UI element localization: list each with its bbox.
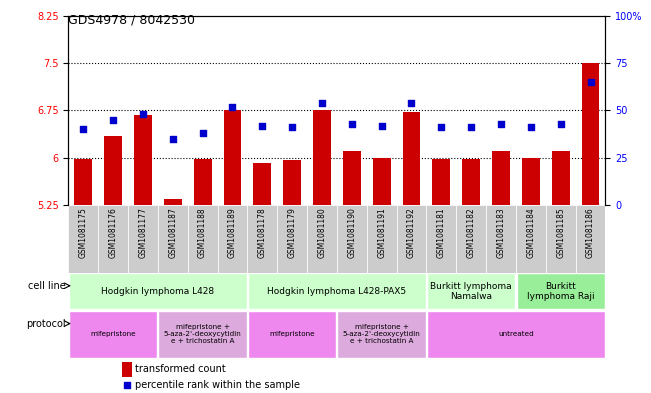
Bar [486, 205, 516, 273]
Bar [74, 159, 92, 205]
Bar [337, 311, 426, 358]
Bar [187, 205, 217, 273]
Bar [427, 311, 605, 358]
Text: GSM1081190: GSM1081190 [348, 207, 356, 258]
Bar [69, 274, 247, 309]
Bar [492, 151, 510, 205]
Bar [426, 205, 456, 273]
Text: GSM1081188: GSM1081188 [198, 207, 207, 258]
Bar [253, 163, 271, 205]
Text: mifepristone: mifepristone [90, 331, 136, 337]
Text: cell line: cell line [28, 281, 66, 291]
Text: GSM1081192: GSM1081192 [407, 207, 416, 258]
Point [257, 122, 268, 129]
Text: Hodgkin lymphoma L428: Hodgkin lymphoma L428 [102, 287, 214, 296]
Bar [128, 205, 158, 273]
Bar [164, 199, 182, 205]
Text: GSM1081184: GSM1081184 [527, 207, 535, 258]
Text: mifepristone +
5-aza-2'-deoxycytidin
e + trichostatin A: mifepristone + 5-aza-2'-deoxycytidin e +… [164, 324, 242, 344]
Point [108, 117, 118, 123]
Bar [581, 63, 600, 205]
Text: GSM1081191: GSM1081191 [377, 207, 386, 258]
Bar [313, 110, 331, 205]
Point [376, 122, 387, 129]
Text: Hodgkin lymphoma L428-PAX5: Hodgkin lymphoma L428-PAX5 [268, 287, 406, 296]
Point [138, 111, 148, 118]
Text: GSM1081175: GSM1081175 [79, 207, 88, 258]
Bar [158, 205, 187, 273]
Point [167, 136, 178, 142]
Bar [217, 205, 247, 273]
Text: GSM1081187: GSM1081187 [169, 207, 177, 258]
Point [227, 103, 238, 110]
Bar [134, 115, 152, 205]
Point [525, 124, 536, 130]
Bar [104, 136, 122, 205]
Bar [248, 311, 337, 358]
Point [197, 130, 208, 136]
Bar [516, 205, 546, 273]
Text: GSM1081189: GSM1081189 [228, 207, 237, 258]
Point [585, 79, 596, 85]
Text: Burkitt lymphoma
Namalwa: Burkitt lymphoma Namalwa [430, 282, 512, 301]
Bar [546, 205, 575, 273]
Bar [68, 205, 98, 273]
Bar [462, 159, 480, 205]
Point [287, 124, 298, 130]
Text: GSM1081182: GSM1081182 [467, 207, 476, 258]
Text: Burkitt
lymphoma Raji: Burkitt lymphoma Raji [527, 282, 594, 301]
Text: GSM1081180: GSM1081180 [318, 207, 326, 258]
Text: transformed count: transformed count [135, 364, 227, 374]
Text: mifepristone +
5-aza-2'-deoxycytidin
e + trichostatin A: mifepristone + 5-aza-2'-deoxycytidin e +… [343, 324, 421, 344]
Bar [427, 274, 516, 309]
Point [317, 100, 327, 106]
Bar [98, 205, 128, 273]
Point [78, 126, 89, 132]
Point [496, 121, 506, 127]
Bar [367, 205, 396, 273]
Bar [223, 110, 242, 205]
Point [555, 121, 566, 127]
Text: mifepristone: mifepristone [270, 331, 315, 337]
Text: GSM1081181: GSM1081181 [437, 207, 446, 258]
Text: GSM1081178: GSM1081178 [258, 207, 267, 258]
Bar [337, 205, 367, 273]
Bar [456, 205, 486, 273]
Bar [432, 159, 450, 205]
Bar [247, 205, 277, 273]
Text: GSM1081179: GSM1081179 [288, 207, 297, 258]
Text: untreated: untreated [498, 331, 534, 337]
Bar [552, 151, 570, 205]
Text: percentile rank within the sample: percentile rank within the sample [135, 380, 301, 389]
Text: protocol: protocol [26, 319, 66, 329]
Point [346, 121, 357, 127]
Bar [307, 205, 337, 273]
Bar [122, 362, 132, 377]
Bar [283, 160, 301, 205]
Bar [69, 311, 158, 358]
Text: GSM1081183: GSM1081183 [497, 207, 505, 258]
Text: GSM1081176: GSM1081176 [109, 207, 118, 258]
Bar [158, 311, 247, 358]
Bar [575, 205, 605, 273]
Point [406, 100, 417, 106]
Bar [277, 205, 307, 273]
Text: GSM1081185: GSM1081185 [556, 207, 565, 258]
Bar [522, 158, 540, 205]
Bar [516, 274, 605, 309]
Bar [343, 151, 361, 205]
Bar [372, 158, 391, 205]
Bar [396, 205, 426, 273]
Text: GSM1081177: GSM1081177 [139, 207, 147, 258]
Bar [402, 112, 421, 205]
Text: GDS4978 / 8042530: GDS4978 / 8042530 [68, 14, 195, 27]
Text: GSM1081186: GSM1081186 [586, 207, 595, 258]
Point [436, 124, 447, 130]
Bar [194, 159, 212, 205]
Point [466, 124, 477, 130]
Bar [248, 274, 426, 309]
